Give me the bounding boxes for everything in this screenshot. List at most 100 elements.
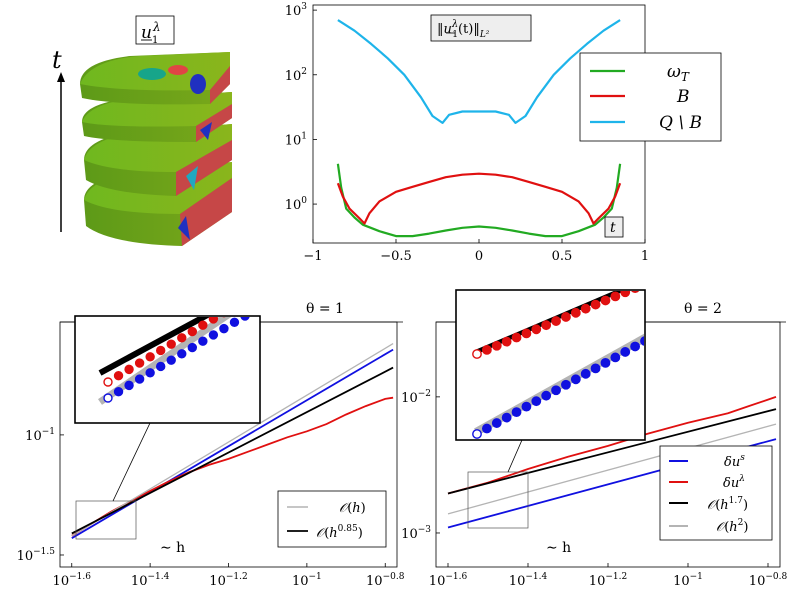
bl-series-line bbox=[71, 396, 394, 537]
br-inset-blue-marker bbox=[531, 396, 542, 407]
cylinder-label-box bbox=[135, 15, 175, 45]
br-inset-blue-marker bbox=[630, 341, 641, 352]
cylinder-label-sup: λ bbox=[152, 20, 161, 34]
br-inset-blue-marker bbox=[541, 390, 552, 401]
br-inset-blue-marker bbox=[620, 347, 631, 357]
bl-inset-red-marker bbox=[208, 317, 219, 324]
bl-inset-blue-marker bbox=[103, 393, 113, 403]
top-series-line bbox=[336, 172, 622, 225]
bl-inset-red-marker bbox=[177, 333, 187, 343]
bl-xlabel: ∼ h bbox=[160, 540, 185, 556]
br-inset-red-marker bbox=[631, 291, 640, 294]
bl-inset-blue-marker bbox=[177, 349, 187, 359]
bl-legend-box bbox=[277, 490, 387, 548]
br-inset-blue-marker bbox=[551, 385, 561, 396]
bl-inset-red-marker bbox=[198, 320, 208, 330]
bl-inset-red-marker bbox=[113, 370, 124, 381]
bl-ytick-label: 10−1.5 bbox=[17, 547, 56, 564]
bl-inset-blue-marker bbox=[134, 374, 145, 384]
bl-inset-blue-marker bbox=[198, 336, 208, 346]
br-series-line bbox=[447, 408, 777, 495]
top-chart: −1 −0.5 0 0.5 1 100 101 102 103 ‖uλ 1(t)‖L² ωT B … bbox=[285, 2, 722, 264]
br-inset-blue-marker bbox=[521, 401, 532, 412]
br-series-line bbox=[447, 423, 777, 515]
bl-ticks: 10−1.6 10−1.4 10−1.2 10−1 10−0.8 10−1 10−1.5 bbox=[17, 427, 405, 589]
br-inset-red-marker bbox=[620, 291, 631, 298]
bl-inset-red-marker bbox=[230, 302, 238, 310]
br-inset-red-marker bbox=[501, 336, 512, 347]
br-zoom-region bbox=[467, 471, 529, 529]
br-inset-blue-marker bbox=[580, 368, 591, 379]
br-inset-blue-marker bbox=[481, 423, 492, 434]
br-inset-blue-marker bbox=[501, 412, 512, 423]
br-xlabel: ∼ h bbox=[546, 540, 571, 556]
br-inset-red-marker bbox=[570, 307, 581, 318]
bl-inset-red-marker bbox=[166, 339, 176, 349]
time-arrow-head bbox=[57, 72, 65, 82]
br-inset-red-marker bbox=[580, 303, 591, 314]
br-inset-red-marker bbox=[610, 291, 621, 302]
cylinder-label-u: u bbox=[141, 23, 152, 43]
br-inset-blue-marker bbox=[600, 357, 611, 368]
legend-label-omega: ωT bbox=[667, 62, 690, 84]
br-inset-blue-marker bbox=[472, 429, 482, 439]
top-xtick-label: −0.5 bbox=[380, 249, 412, 264]
bl-zoom-region bbox=[75, 500, 137, 540]
br-inset-red-marker bbox=[491, 340, 502, 351]
top-xtick-label: 1 bbox=[641, 249, 649, 264]
bl-inset-dots bbox=[103, 296, 250, 403]
bl-inset-blue-marker bbox=[145, 368, 155, 378]
br-inset-red-marker bbox=[641, 280, 649, 288]
bl-inset-red-marker bbox=[241, 296, 249, 304]
time-axis-label: t bbox=[52, 46, 62, 74]
br-inset-blue-marker bbox=[561, 379, 571, 390]
br-inset-red-marker bbox=[472, 349, 482, 359]
bl-xtick-label: 10−1 bbox=[292, 572, 322, 589]
br-inset-blue-marker bbox=[610, 352, 621, 363]
br-legend-label-dus: δus bbox=[724, 453, 745, 470]
top-ytick-label: 103 bbox=[285, 2, 308, 19]
bl-series-line bbox=[71, 366, 394, 535]
br-inset-red-marker bbox=[541, 320, 552, 331]
br-inset-red-marker bbox=[600, 295, 611, 306]
bl-inset-black bbox=[98, 317, 211, 376]
br-legend-label-oh2: 𝒪(h2) bbox=[716, 518, 748, 535]
br-inset bbox=[455, 280, 649, 441]
br-inset-red-marker bbox=[551, 316, 561, 326]
top-series-line bbox=[337, 19, 621, 124]
bl-series-line bbox=[71, 343, 394, 537]
bl-inset bbox=[74, 296, 261, 424]
br-zoom-connector bbox=[507, 439, 523, 473]
br-inset-blue-marker bbox=[570, 374, 581, 385]
top-xlabel: t bbox=[610, 220, 616, 236]
br-xtick-label: 10−1.4 bbox=[509, 572, 548, 589]
top-ytick-label: 102 bbox=[285, 67, 307, 84]
bl-inset-blue-marker bbox=[166, 355, 176, 365]
bl-inset-red-marker bbox=[145, 352, 155, 362]
bl-legend-label-oh: 𝒪(h) bbox=[339, 501, 366, 516]
bl-xtick-label: 10−1.6 bbox=[53, 572, 92, 589]
br-inset-red-marker bbox=[481, 344, 492, 355]
bottom-right-chart: θ = 2 10−1.6 10−1.4 10−1.2 10−1 10−0.810−210… bbox=[401, 280, 787, 589]
bl-inset-red-marker bbox=[124, 364, 134, 375]
bl-inset-red-marker bbox=[155, 345, 166, 356]
bl-xtick-label: 10−0.8 bbox=[366, 572, 405, 589]
bl-inset-blue-marker bbox=[113, 386, 124, 397]
top-xtick-label: 0.5 bbox=[552, 249, 573, 264]
top-xlabel-box: t bbox=[604, 216, 624, 238]
bl-zoom-connector bbox=[112, 422, 151, 502]
br-title: θ = 2 bbox=[684, 301, 722, 317]
legend-label-qb: Q \ B bbox=[659, 113, 702, 133]
bl-inset-red-marker bbox=[187, 326, 198, 337]
legend-label-b: B bbox=[676, 87, 690, 107]
br-series-line bbox=[447, 396, 777, 495]
bl-inset-blue-marker bbox=[124, 380, 134, 391]
br-inset-red-marker bbox=[531, 324, 542, 335]
top-title: ‖uλ 1(t)‖L² bbox=[437, 19, 490, 40]
bl-series bbox=[71, 343, 394, 539]
br-inset-red-marker bbox=[590, 299, 601, 310]
br-legend: δus δuλ 𝒪(h1.7) 𝒪(h2) bbox=[659, 445, 773, 541]
bl-ytick-label: 10−1 bbox=[25, 427, 55, 444]
br-ticks: 10−1.6 10−1.4 10−1.2 10−1 10−0.8 10−2 10−3 bbox=[401, 389, 787, 589]
